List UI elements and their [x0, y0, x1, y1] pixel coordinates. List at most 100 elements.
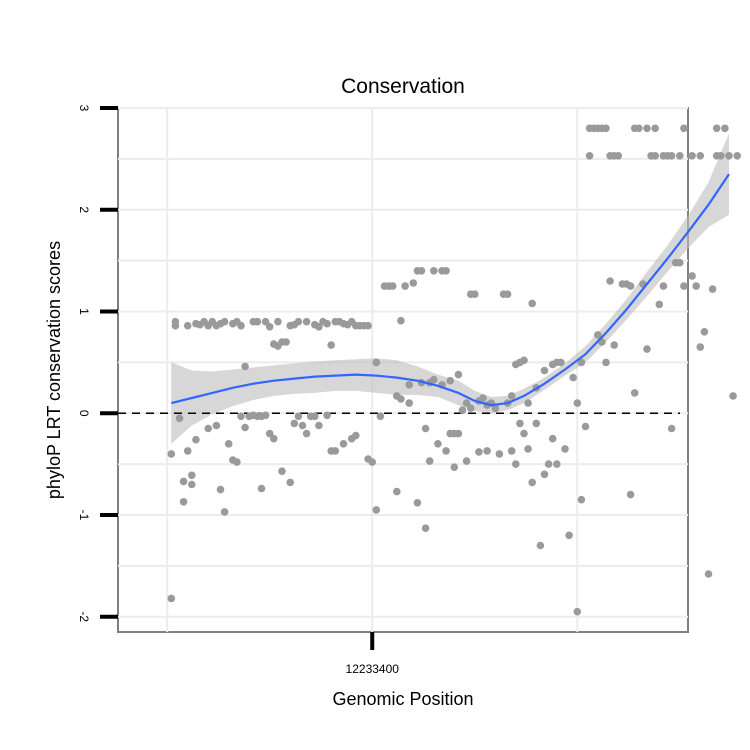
data-point — [372, 506, 381, 514]
data-point — [626, 282, 635, 290]
data-point — [528, 478, 536, 487]
data-point — [224, 440, 233, 448]
y-axis: -2 -1 0 1 2 3 — [77, 105, 118, 622]
y-tick-label: -1 — [77, 510, 91, 521]
data-point — [626, 490, 635, 499]
data-point — [462, 399, 471, 407]
data-point — [520, 356, 528, 365]
data-point — [430, 375, 438, 384]
data-point — [667, 424, 676, 433]
data-point — [421, 524, 430, 532]
data-point — [458, 406, 467, 415]
data-point — [516, 419, 524, 428]
data-point — [183, 447, 192, 455]
x-axis: 1223340012233300 — [346, 632, 400, 676]
data-points — [167, 124, 741, 616]
data-point — [700, 328, 709, 336]
data-point — [417, 267, 426, 275]
data-point — [405, 399, 414, 407]
data-point — [442, 267, 450, 275]
data-point — [643, 345, 651, 353]
data-point — [692, 282, 700, 290]
data-point — [446, 376, 455, 385]
data-point — [688, 272, 696, 280]
data-point — [311, 412, 319, 421]
data-point — [635, 124, 643, 133]
data-point — [327, 341, 336, 349]
data-point — [413, 499, 422, 507]
data-point — [569, 373, 577, 382]
data-point — [483, 447, 491, 455]
data-point — [323, 411, 331, 420]
data-point — [286, 478, 295, 487]
gridlines — [118, 107, 688, 632]
data-point — [676, 258, 684, 267]
data-point — [282, 338, 290, 346]
data-point — [495, 450, 504, 458]
y-tick-label: 0 — [77, 410, 91, 417]
data-point — [565, 531, 573, 540]
data-point — [528, 299, 536, 308]
data-point — [581, 422, 590, 431]
data-point — [253, 317, 262, 326]
chart-title: Conservation — [341, 75, 465, 98]
data-point — [651, 124, 659, 133]
data-point — [602, 124, 610, 133]
data-point — [655, 300, 664, 309]
data-point — [557, 358, 565, 367]
data-point — [430, 267, 438, 275]
data-point — [561, 445, 569, 453]
data-point — [442, 447, 450, 455]
data-point — [257, 484, 266, 493]
data-point — [450, 463, 459, 472]
data-point — [725, 152, 733, 160]
data-point — [179, 498, 188, 506]
data-point — [721, 124, 729, 133]
data-point — [540, 470, 549, 479]
data-point — [323, 319, 331, 328]
data-point — [183, 321, 192, 330]
data-point — [270, 434, 278, 443]
data-point — [602, 358, 610, 367]
data-point — [540, 366, 549, 375]
data-point — [512, 460, 520, 468]
data-point — [507, 447, 516, 455]
data-point — [462, 457, 471, 465]
data-point — [290, 419, 299, 428]
data-point — [192, 435, 200, 444]
data-point — [233, 458, 241, 466]
data-point — [352, 431, 360, 440]
data-point — [241, 423, 249, 432]
data-point — [188, 471, 196, 480]
data-point — [237, 412, 245, 421]
data-point — [167, 594, 176, 603]
data-point — [220, 317, 229, 326]
data-point — [466, 404, 475, 413]
x-tick-label: 12233400 — [346, 662, 400, 676]
data-point — [188, 480, 196, 489]
data-point — [421, 424, 430, 433]
smooth-fit-line — [171, 173, 730, 407]
data-point — [278, 467, 286, 476]
data-point — [573, 399, 582, 407]
data-point — [577, 495, 586, 504]
y-tick-label: 3 — [77, 105, 91, 112]
data-point — [376, 412, 385, 421]
data-point — [294, 412, 303, 421]
data-point — [372, 358, 381, 367]
x-axis-label: Genomic Position — [332, 689, 473, 709]
data-point — [216, 485, 225, 494]
data-point — [680, 124, 688, 133]
data-point — [594, 331, 602, 339]
data-point — [241, 362, 249, 371]
data-point — [651, 152, 659, 160]
data-point — [393, 487, 401, 496]
data-point — [405, 381, 414, 389]
data-point — [614, 152, 623, 160]
data-point — [712, 124, 721, 133]
data-point — [524, 399, 532, 407]
data-point — [606, 277, 614, 285]
data-point — [676, 152, 684, 160]
y-axis-label: phyloP LRT conservation scores — [44, 241, 64, 499]
